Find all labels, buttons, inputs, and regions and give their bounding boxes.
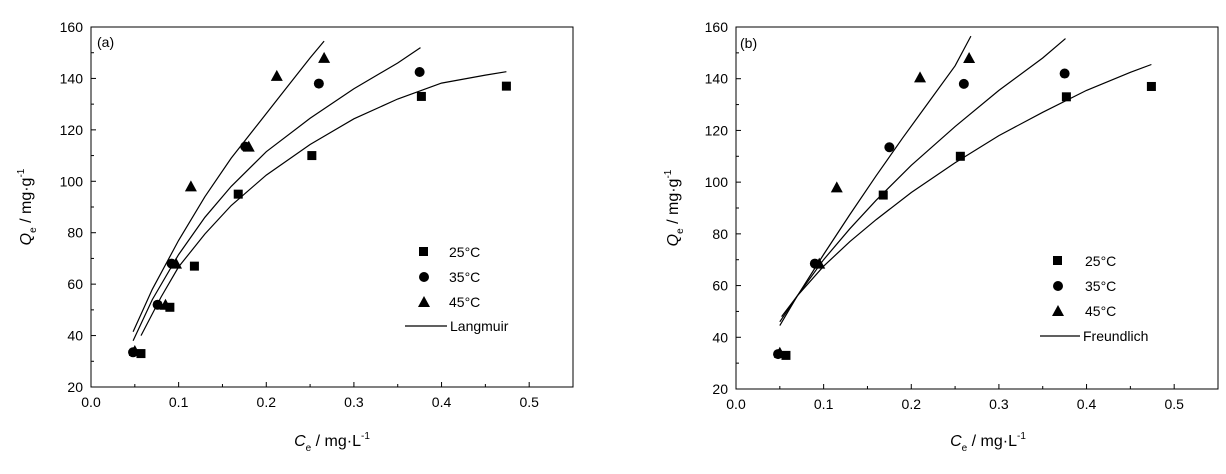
panel-label: (b) xyxy=(740,35,757,51)
x-tick-label: 0.1 xyxy=(169,394,189,410)
data-point-45 xyxy=(159,298,172,310)
data-point-45 xyxy=(128,345,141,356)
fit-curves xyxy=(779,35,1152,326)
x-tick-label: 0.3 xyxy=(989,396,1009,412)
legend-label-35: 35°C xyxy=(449,269,480,285)
data-point-25 xyxy=(416,91,426,101)
legend-label-25: 25°C xyxy=(449,244,480,260)
y-axis-title: Qe / mg·g-1 xyxy=(16,168,39,245)
y-tick-label: 80 xyxy=(712,226,728,242)
data-markers xyxy=(128,51,511,359)
tick-marks xyxy=(90,26,530,388)
y-tick-label: 160 xyxy=(705,19,729,35)
data-point-45 xyxy=(773,346,786,358)
data-point-25 xyxy=(878,190,888,200)
data-point-35 xyxy=(414,67,425,77)
data-point-45 xyxy=(184,180,197,192)
y-tick-labels: 20 40 60 80 100 120 140 160 xyxy=(705,19,729,397)
y-tick-label: 140 xyxy=(60,70,84,86)
y-tick-label: 140 xyxy=(705,71,729,87)
y-tick-label: 100 xyxy=(60,173,84,189)
fit-curve-25 xyxy=(140,71,507,336)
x-axis-title: Ce / mg·L-1 xyxy=(950,431,1026,454)
legend: 25°C 35°C 45°C Langmuir xyxy=(405,244,509,334)
x-tick-label: 0.0 xyxy=(726,396,746,412)
fit-curve-25 xyxy=(781,63,1152,317)
legend-label-45: 45°C xyxy=(1085,303,1116,319)
legend: 25°C 35°C 45°C Freundlich xyxy=(1040,253,1148,344)
data-point-35 xyxy=(1059,68,1070,79)
y-tick-label: 80 xyxy=(67,225,83,241)
x-tick-label: 0.2 xyxy=(257,394,277,410)
fit-curve-45 xyxy=(779,35,972,326)
y-tick-label: 20 xyxy=(712,381,728,397)
fit-curves xyxy=(132,40,507,341)
data-point-45 xyxy=(242,140,255,152)
legend-square-marker xyxy=(419,247,428,256)
legend-label-45: 45°C xyxy=(449,294,480,310)
y-tick-label: 60 xyxy=(67,276,83,292)
data-point-25 xyxy=(1061,92,1071,102)
data-point-45 xyxy=(914,71,927,83)
legend-triangle-marker xyxy=(1052,305,1064,316)
x-tick-labels: 0.0 0.1 0.2 0.3 0.4 0.5 xyxy=(81,394,539,410)
data-point-35 xyxy=(152,299,163,310)
legend-label-25: 25°C xyxy=(1085,253,1116,269)
data-markers xyxy=(773,52,1156,360)
y-tick-label: 40 xyxy=(712,329,728,345)
data-point-25 xyxy=(307,151,317,161)
data-point-45 xyxy=(270,69,283,81)
data-point-25 xyxy=(955,151,965,161)
y-tick-label: 120 xyxy=(705,122,729,138)
panel-label: (a) xyxy=(97,34,114,50)
data-point-25 xyxy=(189,261,199,271)
legend-fit-label: Langmuir xyxy=(450,318,509,334)
data-point-45 xyxy=(813,257,826,269)
data-point-45 xyxy=(830,181,843,193)
data-point-25 xyxy=(136,349,146,359)
y-tick-labels: 20 40 60 80 100 120 140 160 xyxy=(60,19,84,395)
y-tick-label: 60 xyxy=(712,278,728,294)
fit-curve-45 xyxy=(132,40,325,332)
x-tick-label: 0.4 xyxy=(1077,396,1097,412)
fit-curve-35 xyxy=(779,38,1066,323)
x-tick-labels: 0.0 0.1 0.2 0.3 0.4 0.5 xyxy=(726,396,1184,412)
x-tick-label: 0.2 xyxy=(902,396,922,412)
y-tick-label: 120 xyxy=(60,122,84,138)
x-tick-label: 0.5 xyxy=(1164,396,1184,412)
legend-circle-marker xyxy=(1053,281,1063,291)
y-axis-title: Qe / mg·g-1 xyxy=(663,169,686,246)
y-tick-label: 100 xyxy=(705,174,729,190)
x-tick-label: 0.3 xyxy=(344,394,364,410)
data-point-35 xyxy=(313,78,324,89)
x-tick-label: 0.4 xyxy=(432,394,452,410)
data-point-35 xyxy=(884,142,895,153)
tick-marks xyxy=(735,26,1175,390)
data-point-25 xyxy=(501,81,511,91)
data-point-35 xyxy=(958,78,969,89)
x-tick-label: 0.0 xyxy=(81,394,101,410)
y-tick-label: 160 xyxy=(60,19,84,35)
data-point-25 xyxy=(233,189,243,199)
data-point-25 xyxy=(781,350,791,360)
data-point-45 xyxy=(963,52,976,64)
data-point-45 xyxy=(170,257,183,269)
x-tick-label: 0.5 xyxy=(519,394,539,410)
data-point-25 xyxy=(1146,81,1156,91)
legend-square-marker xyxy=(1053,256,1062,265)
legend-circle-marker xyxy=(419,272,429,282)
legend-label-35: 35°C xyxy=(1085,278,1116,294)
y-tick-label: 20 xyxy=(67,379,83,395)
y-tick-label: 40 xyxy=(67,328,83,344)
legend-fit-label: Freundlich xyxy=(1083,328,1148,344)
x-tick-label: 0.1 xyxy=(814,396,834,412)
x-axis-title: Ce / mg·L-1 xyxy=(294,431,370,454)
legend-triangle-marker xyxy=(418,296,430,307)
data-point-45 xyxy=(318,51,331,63)
fit-curve-35 xyxy=(132,47,421,341)
